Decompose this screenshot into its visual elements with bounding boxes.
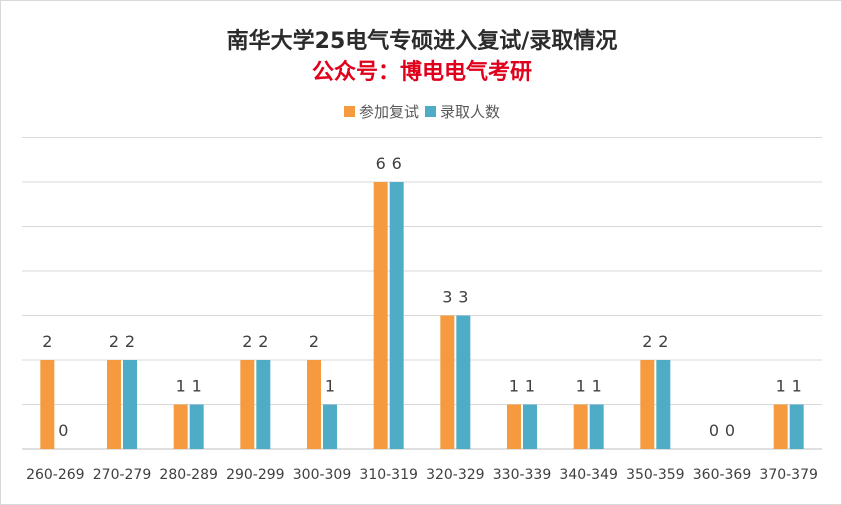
data-label-series-1: 2	[309, 332, 319, 351]
chart-subtitle: 公众号：博电电气考研	[311, 60, 532, 85]
x-tick-label: 330-339	[493, 467, 552, 483]
data-label-series-2: 0	[725, 421, 735, 440]
data-label-series-1: 2	[242, 332, 252, 351]
bar-series-1	[507, 404, 521, 449]
legend-label-series-2: 录取人数	[440, 103, 501, 121]
data-label-series-1: 3	[442, 288, 452, 307]
data-label-series-2: 1	[792, 377, 802, 396]
bar-series-1	[307, 360, 321, 449]
bar-series-1	[573, 404, 588, 449]
data-label-series-1: 6	[376, 154, 386, 173]
x-tick-label: 270-279	[93, 467, 152, 483]
data-label-series-1: 2	[42, 332, 52, 351]
x-tick-label: 370-379	[759, 467, 818, 483]
bar-series-2	[389, 182, 404, 449]
x-tick-label: 310-319	[359, 467, 418, 483]
x-tick-label: 360-369	[693, 467, 752, 483]
data-label-series-2: 1	[325, 377, 335, 396]
bar-series-1	[373, 182, 388, 449]
x-tick-label: 280-289	[159, 467, 218, 483]
data-label-series-2: 1	[525, 377, 535, 396]
legend-swatch-series-2	[425, 106, 436, 117]
data-label-series-2: 1	[192, 377, 202, 396]
bar-series-2	[656, 360, 671, 449]
data-label-series-2: 2	[125, 332, 135, 351]
data-label-series-1: 2	[642, 332, 652, 351]
x-tick-label: 340-349	[559, 467, 618, 483]
data-label-series-1: 0	[709, 421, 719, 440]
data-label-series-1: 1	[776, 377, 786, 396]
bar-series-2	[589, 404, 604, 449]
legend-item-series-1: 参加复试	[343, 101, 419, 122]
bar-series-2	[789, 404, 804, 449]
bar-series-1	[107, 360, 121, 449]
bar-series-2	[256, 360, 271, 449]
legend-item-series-2: 录取人数	[425, 101, 500, 122]
x-tick-label: 290-299	[226, 467, 285, 483]
bar-series-2	[123, 360, 137, 449]
bar-series-1	[40, 360, 55, 449]
x-tick-label: 350-359	[626, 467, 685, 483]
data-label-series-2: 2	[658, 332, 668, 351]
data-label-series-1: 1	[509, 377, 519, 396]
bar-series-1	[173, 404, 188, 449]
data-label-series-2: 1	[592, 377, 602, 396]
bar-series-2	[323, 404, 337, 449]
bar-series-1	[640, 360, 655, 449]
bar-series-1	[773, 404, 788, 449]
x-tick-label: 260-269	[26, 467, 85, 483]
bar-series-2	[456, 315, 471, 449]
bar-series-2	[189, 404, 204, 449]
x-tick-label: 320-329	[426, 467, 485, 483]
data-label-series-1: 1	[576, 377, 586, 396]
data-label-series-2: 0	[58, 421, 68, 440]
legend-swatch-series-1	[343, 106, 355, 117]
legend: 参加复试 录取人数	[1, 101, 841, 122]
legend-label-series-1: 参加复试	[358, 103, 419, 121]
bar-series-1	[440, 315, 455, 449]
bar-series-2	[523, 404, 537, 449]
chart-title: 南华大学25电气专硕进入复试/录取情况	[226, 29, 618, 54]
data-label-series-2: 3	[458, 288, 468, 307]
data-label-series-1: 2	[109, 332, 119, 351]
bar-series-1	[240, 360, 255, 449]
data-label-series-2: 2	[258, 332, 268, 351]
data-label-series-2: 6	[392, 154, 402, 173]
x-tick-label: 300-309	[293, 467, 352, 483]
data-label-series-1: 1	[176, 377, 186, 396]
